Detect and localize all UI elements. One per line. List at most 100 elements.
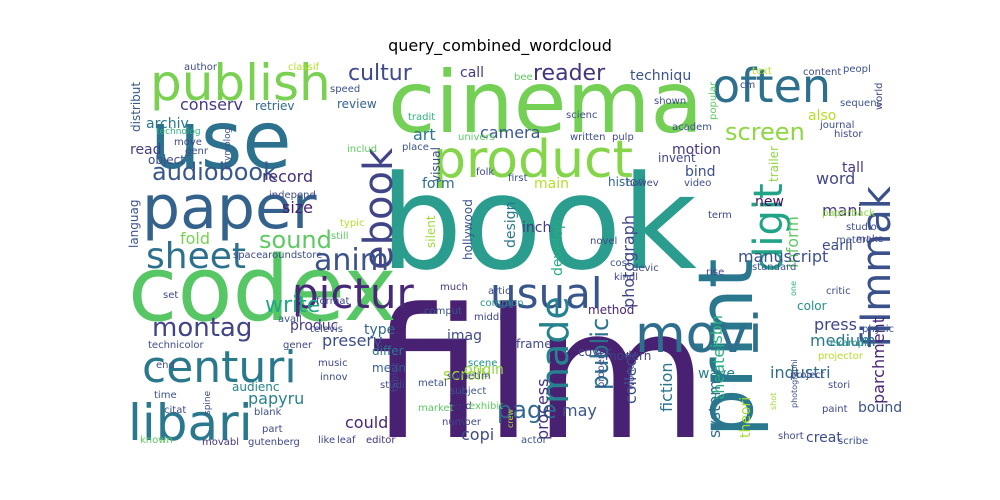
word-independ: independ [269, 190, 316, 201]
word-mean: mean [372, 361, 406, 375]
word-classif: classif [288, 62, 320, 73]
word-movi: movi [635, 305, 763, 365]
word-may: may [562, 401, 597, 420]
word-bind: bind [685, 164, 716, 180]
word-genr: genr [185, 146, 209, 157]
word-visual: visual [429, 147, 443, 182]
word-journal: journal [819, 120, 854, 131]
word-screen: screen [725, 118, 805, 146]
word-sheet: sheet [146, 236, 246, 277]
word-also: also [808, 108, 836, 124]
word-written: written [570, 132, 605, 143]
word-like: like [318, 435, 335, 446]
word-write: write [265, 293, 320, 318]
word-silent: silent [424, 215, 438, 248]
word-new: new [755, 194, 784, 210]
word-camera: camera [480, 123, 540, 142]
word-text: text [752, 66, 772, 77]
word-popular: popular [708, 81, 719, 120]
word-call: call [460, 65, 484, 81]
word-music: music [318, 358, 348, 369]
word-archiv: archiv [146, 116, 189, 132]
word-move: move [174, 137, 202, 148]
word-scienc: scienc [566, 110, 597, 121]
word-papyru: papyru [248, 389, 304, 408]
word-usual: usual [490, 269, 603, 318]
word-studi: studi [380, 380, 405, 391]
word-speed: speed [330, 84, 360, 95]
word-academ: academ [672, 122, 712, 133]
word-industri: industri [770, 363, 831, 382]
word-project: project [790, 370, 825, 381]
word-frame: frame [516, 337, 552, 351]
word-isbn: isbn [707, 315, 726, 348]
word-collect: collect [621, 352, 640, 404]
word-creat: creat [806, 430, 842, 446]
word-subject: subject [450, 386, 486, 397]
word-make: make [856, 234, 883, 245]
word-rise: rise [706, 267, 724, 278]
word-end: end [156, 360, 175, 371]
word-photographi: photographi [790, 359, 799, 408]
word-read: read [130, 142, 162, 158]
word-distribut: distribut [129, 82, 143, 132]
word-etymolog: etymolog [223, 128, 233, 170]
word-blank: blank [254, 407, 282, 418]
word-publish: publish [150, 54, 331, 112]
word-shot: shot [769, 393, 778, 410]
word-modern: modern [605, 349, 651, 363]
word-wave: wave [698, 366, 735, 382]
word-video: video [684, 178, 711, 189]
word-copi: copi [461, 425, 494, 444]
word-print: print [681, 258, 770, 437]
word-develop: develop [550, 220, 566, 276]
word-first: first [508, 173, 528, 184]
word-technolog: technolog [156, 127, 201, 137]
word-press: press [814, 315, 857, 334]
word-innov: innov [320, 372, 348, 383]
word-technicolor: technicolor [148, 340, 205, 351]
word-book: book [380, 147, 697, 299]
word-system: system [705, 380, 724, 438]
word-cover: cover [578, 345, 611, 359]
word-mani: mani [822, 201, 862, 220]
word-tablet: tablet [390, 363, 401, 392]
word-invent: invent [658, 151, 696, 165]
word-exampl: exampl [830, 338, 867, 349]
word-manuscript: manuscript [738, 247, 828, 266]
word-fold: fold [180, 229, 210, 248]
word-process: process [533, 379, 552, 440]
word-use: use [150, 94, 292, 187]
word-audienc: audienc [232, 380, 280, 394]
word-studio: studio [846, 222, 877, 233]
word-peopl: peopl [843, 64, 871, 75]
word-number: number [442, 417, 482, 428]
word-codex: codex [128, 237, 397, 342]
word-shown: shown [654, 96, 686, 107]
word-techniqu: techniqu [630, 68, 691, 84]
word-fiction: fiction [657, 362, 676, 412]
word-histor: histor [834, 129, 863, 140]
word-cost: cost [610, 258, 631, 269]
word-sound: sound [259, 226, 332, 254]
word-type: type [364, 322, 395, 338]
word-earli: earli [822, 238, 853, 254]
word-bee: bee [514, 72, 533, 83]
word-crew: crew [506, 409, 515, 428]
word-cultur: cultur [348, 61, 413, 86]
word-bound: bound [858, 400, 902, 416]
word-word: word [816, 169, 855, 188]
word-leaf: leaf [337, 435, 356, 446]
word-standard: standard [752, 262, 796, 273]
word-content: content [803, 67, 841, 78]
word-common: common [480, 298, 524, 309]
word-conserv: conserv [180, 95, 243, 114]
word-scroll: scroll [443, 365, 485, 384]
chart-title: query_combined_wordcloud [388, 36, 612, 55]
word-metal: metal [418, 378, 447, 389]
word-page: page [497, 396, 557, 424]
word-term: term [708, 210, 732, 221]
word-medium: medium [810, 331, 876, 350]
word-method: method [588, 303, 634, 317]
word-much: much [440, 282, 468, 293]
